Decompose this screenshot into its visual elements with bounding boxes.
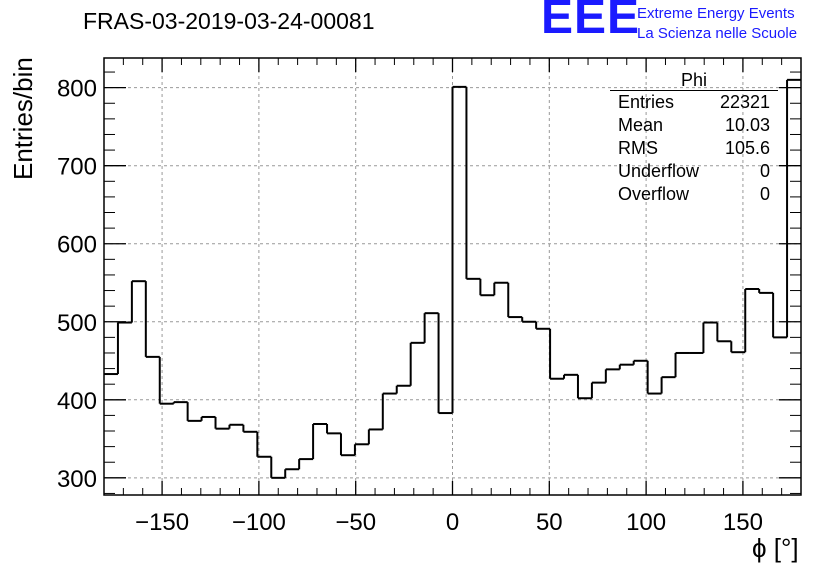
y-tick-label: 500 [57,310,97,337]
stats-row-overflow: Overflow 0 [610,183,778,206]
chart-title: FRAS-03-2019-03-24-00081 [83,8,375,34]
stats-row-rms: RMS 105.6 [610,137,778,160]
stats-row-underflow: Underflow 0 [610,160,778,183]
stats-title: Phi [610,70,778,91]
stats-rms-label: RMS [618,138,658,158]
stats-entries-label: Entries [618,92,675,112]
tick-labels: −150 −100 −50 0 50 100 150 300 400 500 600 700 800 [57,76,763,536]
logo-line-2: La Scienza nelle Scuole [637,25,798,42]
stats-mean-label: Mean [618,115,664,135]
stats-overflow-label: Overflow [618,184,690,204]
stats-underflow-label: Underflow [618,161,700,181]
eee-logo-mark: EEE [541,0,641,44]
y-tick-label: 400 [57,388,97,415]
stats-row-entries: Entries 22321 [610,91,778,114]
x-tick-label: −50 [335,509,376,536]
stats-row-mean: Mean 10.03 [610,114,778,137]
stats-underflow-value: 0 [759,161,770,181]
axis-ticks [104,58,801,495]
y-tick-label: 300 [57,466,97,493]
y-axis-label: Entries/bin [8,57,38,180]
y-tick-label: 800 [57,76,97,103]
x-tick-label: 50 [536,509,563,536]
stats-mean-value: 10.03 [724,115,770,135]
x-tick-label: 150 [723,509,763,536]
stats-box: Phi Entries 22321 Mean 10.03 RMS 105.6 U… [610,70,778,206]
x-tick-label: 0 [446,509,459,536]
x-tick-label: −100 [232,509,286,536]
stats-rms-value: 105.6 [724,138,770,158]
x-tick-label: −150 [135,509,189,536]
histogram-bars [104,78,801,479]
y-tick-label: 700 [57,154,97,181]
logo-line-1: Extreme Energy Events [637,5,795,22]
x-axis-label: ϕ [°] [752,533,799,563]
y-tick-label: 600 [57,232,97,259]
stats-entries-value: 22321 [719,92,770,112]
x-tick-label: 100 [626,509,666,536]
stats-overflow-value: 0 [759,184,770,204]
